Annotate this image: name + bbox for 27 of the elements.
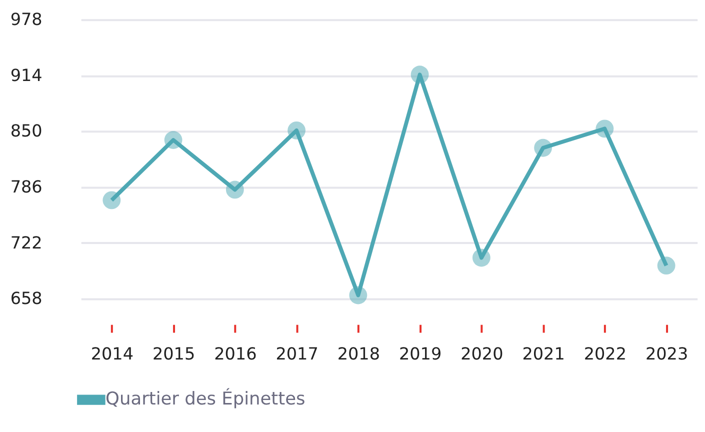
- x-tick-label: 2018: [337, 343, 380, 364]
- y-tick-label: 786: [10, 176, 42, 197]
- point: [410, 66, 429, 84]
- point: [472, 248, 490, 267]
- x-tick-label: 2021: [522, 343, 565, 364]
- x-tick-label: 2015: [152, 343, 196, 364]
- point: [657, 256, 676, 275]
- point: [226, 180, 244, 199]
- x-tick-label: 2014: [90, 343, 134, 364]
- point: [288, 121, 306, 140]
- point: [102, 191, 121, 210]
- x-tick-label: 2022: [584, 343, 626, 364]
- x-tick-label: 2023: [645, 343, 688, 364]
- x-tick-label: 2016: [214, 343, 257, 364]
- point: [349, 286, 368, 304]
- legend-label: Quartier des Épinettes: [106, 388, 306, 410]
- y-tick-label: 914: [10, 64, 42, 85]
- y-tick-label: 722: [10, 232, 42, 252]
- point: [596, 120, 614, 138]
- x-tick-label: 2020: [460, 343, 504, 364]
- point: [534, 138, 552, 157]
- y-tick-label: 978: [10, 9, 42, 30]
- x-tick-label: 2017: [276, 343, 318, 364]
- y-tick-label: 658: [10, 288, 42, 308]
- point: [164, 131, 182, 149]
- x-tick-label: 2019: [398, 343, 442, 364]
- y-tick-label: 850: [10, 120, 42, 141]
